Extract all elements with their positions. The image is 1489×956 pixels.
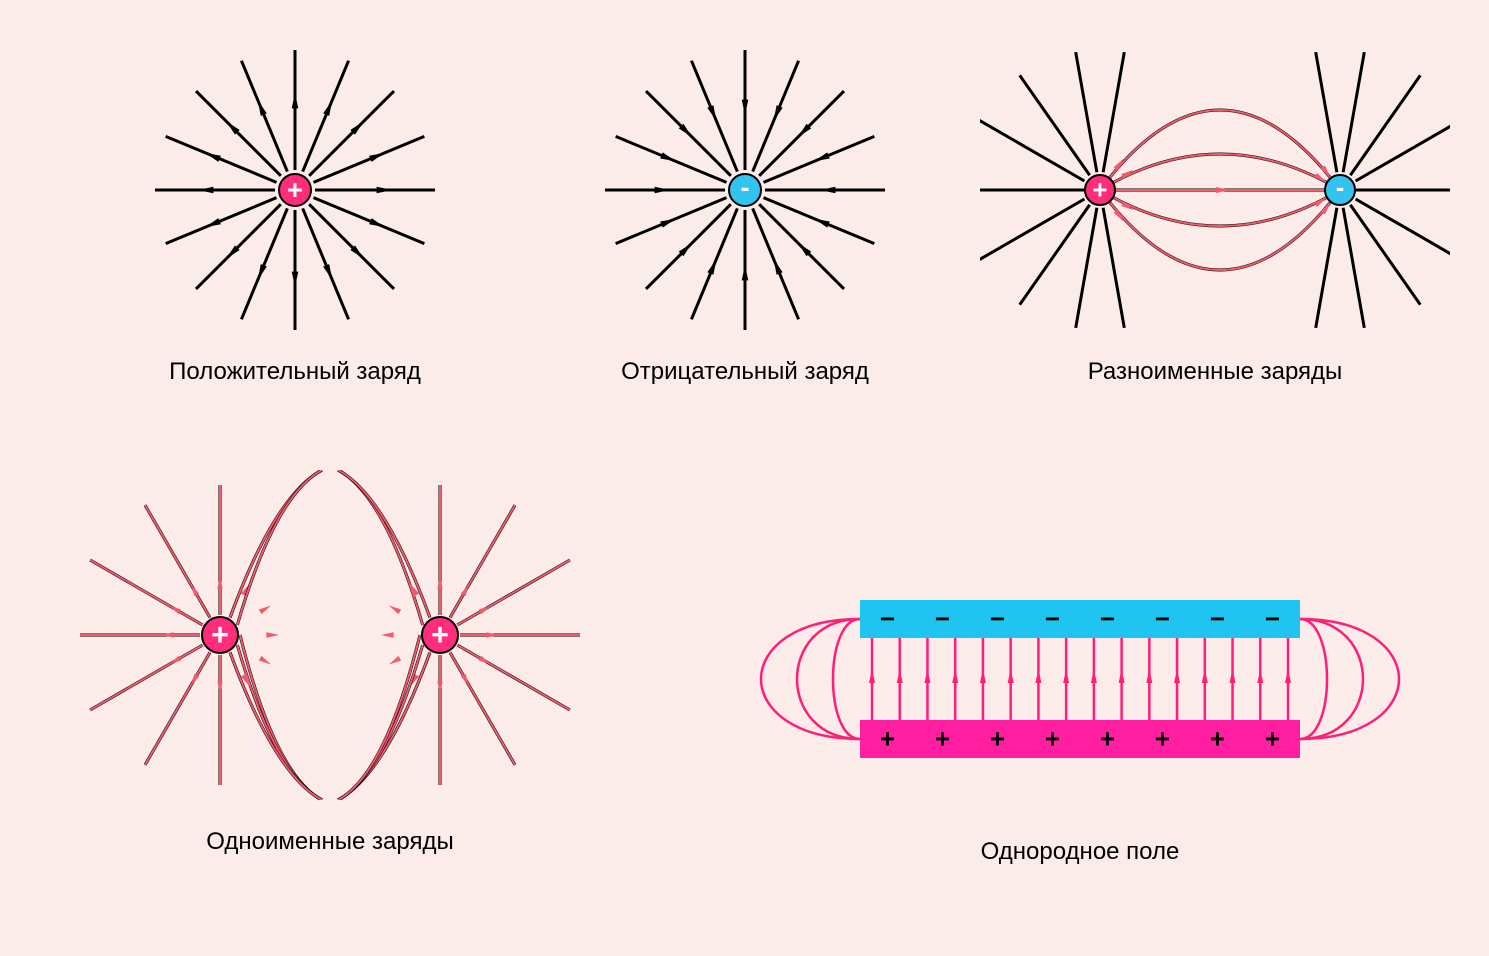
caption-positive: Положительный заряд [80,358,510,386]
svg-text:−: − [1045,603,1060,633]
svg-text:−: − [1265,603,1280,633]
svg-text:+: + [1045,723,1060,753]
panel-positive-charge: + [80,40,510,340]
svg-text:+: + [287,174,303,205]
svg-text:+: + [1210,723,1225,753]
panel-like-charges: ++ [80,470,580,800]
panel-unlike-charges: +- [980,40,1450,340]
svg-text:−: − [935,603,950,633]
svg-text:-: - [740,171,749,202]
caption-negative: Отрицательный заряд [530,358,960,386]
svg-text:−: − [1100,603,1115,633]
diagram-canvas: + - +- ++ −+−+−+−+−+−+−+−+ Положительный… [0,0,1489,956]
svg-text:+: + [1265,723,1280,753]
panel-uniform-field: − + − + − + − + − + − + − + − + [740,560,1420,820]
svg-text:-: - [1336,174,1345,202]
svg-text:+: + [990,723,1005,753]
svg-text:+: + [431,618,449,652]
svg-text:−: − [990,603,1005,633]
svg-text:+: + [935,723,950,753]
svg-text:+: + [1155,723,1170,753]
svg-text:+: + [1093,176,1108,204]
svg-text:+: + [211,618,229,652]
svg-text:−: − [1210,603,1225,633]
svg-text:−: − [1155,603,1170,633]
caption-like: Одноименные заряды [80,828,580,856]
svg-text:+: + [880,723,895,753]
caption-uniform: Однородное поле [740,838,1420,866]
svg-text:+: + [1100,723,1115,753]
panel-negative-charge: - [530,40,960,340]
svg-text:−: − [880,603,895,633]
caption-dipole: Разноименные заряды [980,358,1450,386]
